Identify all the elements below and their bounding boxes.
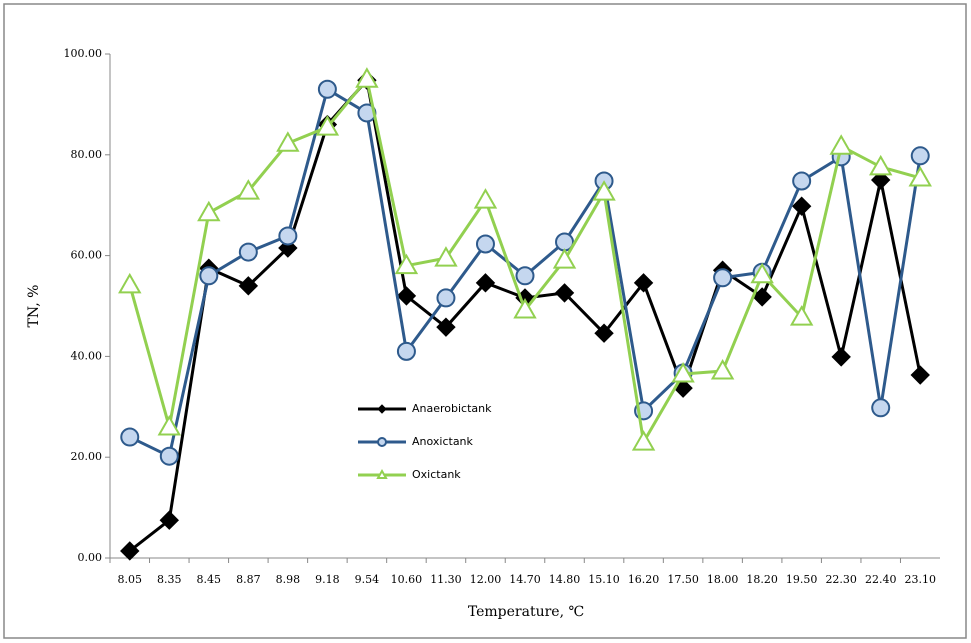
triangle-marker xyxy=(513,298,537,319)
diamond-marker xyxy=(436,317,456,337)
triangle-marker xyxy=(315,115,340,136)
x-tick-label: 12.00 xyxy=(470,573,502,586)
diamond-marker xyxy=(159,510,179,530)
x-tick-label: 11.30 xyxy=(430,573,462,586)
diamond-marker xyxy=(791,196,812,216)
y-axis-title: TN, % xyxy=(26,285,42,328)
circle-marker xyxy=(317,79,337,99)
x-tick-label: 8.45 xyxy=(197,573,222,586)
triangle-marker xyxy=(355,67,379,88)
x-tick-label: 8.87 xyxy=(236,573,261,586)
chart-border xyxy=(3,3,967,639)
circle-marker xyxy=(159,446,179,466)
x-tick-label: 8.35 xyxy=(157,573,182,586)
x-tick-label: 22.40 xyxy=(865,573,897,586)
triangle-marker xyxy=(631,430,656,451)
triangle-marker xyxy=(552,248,577,269)
legend-label: Oxictank xyxy=(412,468,461,481)
diamond-marker xyxy=(752,287,772,307)
triangle-marker xyxy=(157,414,182,436)
diamond-marker xyxy=(554,283,575,303)
x-tick-label: 17.50 xyxy=(667,573,699,586)
circle-marker xyxy=(199,266,219,286)
circle-marker xyxy=(396,341,416,361)
diamond-marker xyxy=(396,286,417,306)
triangle-marker xyxy=(829,134,853,155)
triangle-marker xyxy=(710,359,735,380)
circle-marker xyxy=(238,242,258,262)
x-tick-label: 10.60 xyxy=(391,573,423,586)
x-tick-label: 18.00 xyxy=(707,573,739,586)
diamond-marker xyxy=(377,404,387,414)
triangle-marker xyxy=(394,253,419,275)
x-tick-label: 14.80 xyxy=(549,573,581,586)
x-tick-label: 23.10 xyxy=(904,573,936,586)
y-tick-label: 60.00 xyxy=(71,249,103,262)
triangle-marker xyxy=(118,272,142,294)
x-axis-title: Temperature, ℃ xyxy=(468,604,584,620)
x-tick-label: 18.20 xyxy=(746,573,778,586)
diamond-marker xyxy=(475,273,496,293)
diamond-marker xyxy=(594,323,614,343)
triangle-marker xyxy=(236,179,261,200)
circle-marker xyxy=(278,226,298,246)
triangle-marker xyxy=(276,131,300,152)
circle-marker xyxy=(792,171,812,191)
x-tick-label: 14.70 xyxy=(509,573,541,586)
legend-label: Anaerobictank xyxy=(412,402,492,415)
diamond-marker xyxy=(633,273,654,293)
y-tick-label: 40.00 xyxy=(71,349,103,362)
y-tick-label: 0.00 xyxy=(78,551,103,564)
circle-marker xyxy=(436,288,456,308)
triangle-marker xyxy=(908,165,932,187)
diamond-marker xyxy=(910,365,930,385)
triangle-marker xyxy=(789,305,814,326)
circle-marker xyxy=(713,268,733,288)
y-tick-label: 20.00 xyxy=(71,450,103,463)
diamond-marker xyxy=(238,276,259,296)
triangle-marker xyxy=(592,180,616,201)
x-tick-label: 19.50 xyxy=(786,573,818,586)
x-tick-label: 8.05 xyxy=(118,573,143,586)
x-tick-label: 9.54 xyxy=(355,573,380,586)
circle-marker xyxy=(120,427,140,447)
x-tick-label: 8.98 xyxy=(276,573,301,586)
triangle-marker xyxy=(868,154,893,176)
diamond-marker xyxy=(831,347,851,367)
triangle-marker xyxy=(671,362,695,383)
x-tick-label: 22.30 xyxy=(825,573,857,586)
triangle-marker xyxy=(376,468,388,479)
circle-marker xyxy=(871,398,891,418)
triangle-marker xyxy=(750,262,774,284)
circle-marker xyxy=(377,437,387,447)
triangle-marker xyxy=(434,246,458,267)
x-tick-label: 16.20 xyxy=(628,573,660,586)
triangle-marker xyxy=(197,200,221,222)
circle-marker xyxy=(910,146,930,166)
triangle-marker xyxy=(473,188,498,209)
circle-marker xyxy=(475,234,495,254)
y-tick-label: 80.00 xyxy=(71,148,103,161)
legend-label: Anoxictank xyxy=(412,435,474,448)
diamond-marker xyxy=(871,170,891,190)
y-tick-label: 100.00 xyxy=(64,47,103,60)
circle-marker xyxy=(515,266,535,286)
x-tick-label: 15.10 xyxy=(588,573,620,586)
x-tick-label: 9.18 xyxy=(315,573,340,586)
diamond-marker xyxy=(120,541,140,561)
